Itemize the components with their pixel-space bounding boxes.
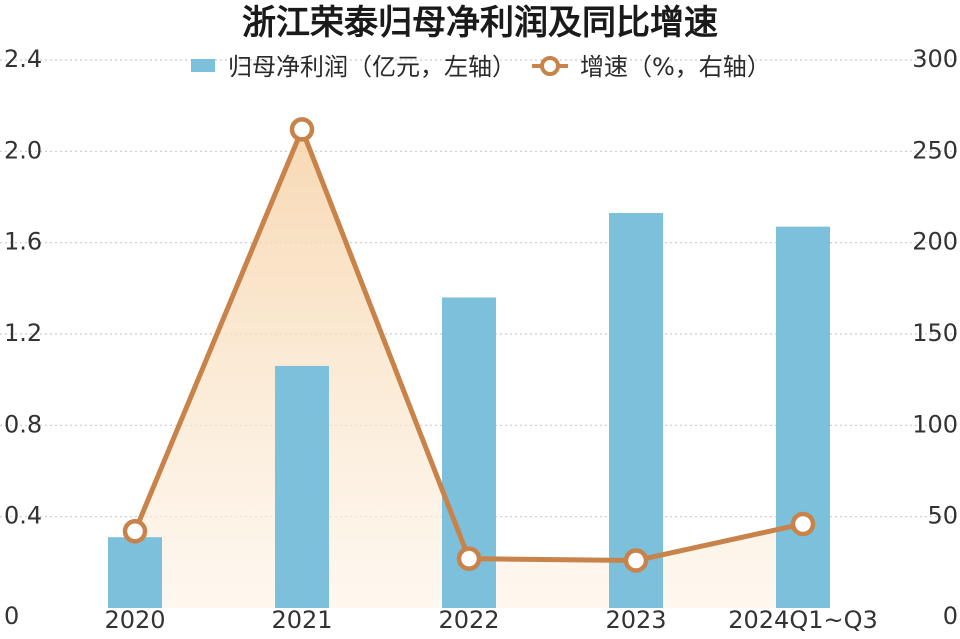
growth-point (122, 519, 148, 544)
growth-point (623, 548, 649, 573)
y-right-tick-label: 50 (927, 502, 958, 530)
bar (609, 212, 663, 608)
chart-title: 浙江荣泰归母净利润及同比增速 (242, 3, 718, 43)
bar-layer (108, 212, 830, 608)
x-category-label: 2024Q1~Q3 (728, 606, 878, 634)
y-right-tick-label: 0 (943, 602, 958, 630)
y-left-tick-label: 2.4 (4, 45, 42, 73)
growth-point (790, 511, 816, 537)
legend: 归母净利润（亿元，左轴） 增速（%，右轴） (191, 53, 771, 81)
growth-point (456, 546, 482, 571)
y-left-tick-label: 1.2 (4, 319, 42, 347)
y-right-tick-label: 300 (912, 45, 958, 73)
x-category-label: 2022 (438, 606, 499, 634)
y-left-tick-label: 1.6 (4, 228, 42, 256)
bar (776, 226, 830, 608)
y-right-tick-label: 200 (912, 228, 958, 256)
y-left-tick-label: 0.4 (4, 502, 42, 530)
bar (275, 365, 329, 608)
line-layer (122, 117, 816, 573)
y-right-tick-label: 100 (912, 410, 958, 438)
x-category-label: 2023 (605, 606, 666, 634)
y-right-tick-label: 250 (912, 136, 958, 164)
x-category-label: 2020 (104, 606, 165, 634)
legend-bar-swatch (191, 59, 215, 72)
y-left-tick-label: 0 (4, 602, 19, 630)
bar (108, 537, 162, 608)
legend-line-label: 增速（%，右轴） (580, 53, 771, 81)
growth-point (289, 117, 315, 142)
legend-line-marker (540, 56, 560, 76)
y-right-tick-label: 150 (912, 319, 958, 347)
y-left-tick-label: 2.0 (4, 136, 42, 164)
y-left-tick-label: 0.8 (4, 410, 42, 438)
axis-layer: 0 0 0.4 50 0.8 100 1.2 150 1.6 200 2.0 250 2.4 300 202… (4, 45, 958, 634)
legend-bar-label: 归母净利润（亿元，左轴） (228, 53, 516, 81)
x-category-label: 2021 (271, 606, 332, 634)
